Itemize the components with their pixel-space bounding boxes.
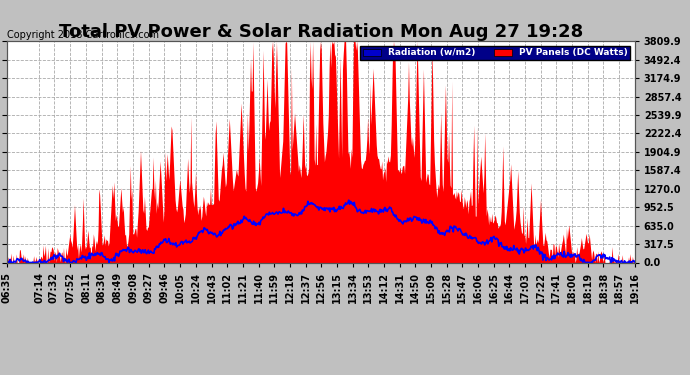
Text: Copyright 2018 Cartronics.com: Copyright 2018 Cartronics.com bbox=[7, 30, 159, 40]
Legend: Radiation (w/m2), PV Panels (DC Watts): Radiation (w/m2), PV Panels (DC Watts) bbox=[360, 46, 630, 60]
Title: Total PV Power & Solar Radiation Mon Aug 27 19:28: Total PV Power & Solar Radiation Mon Aug… bbox=[59, 23, 583, 41]
